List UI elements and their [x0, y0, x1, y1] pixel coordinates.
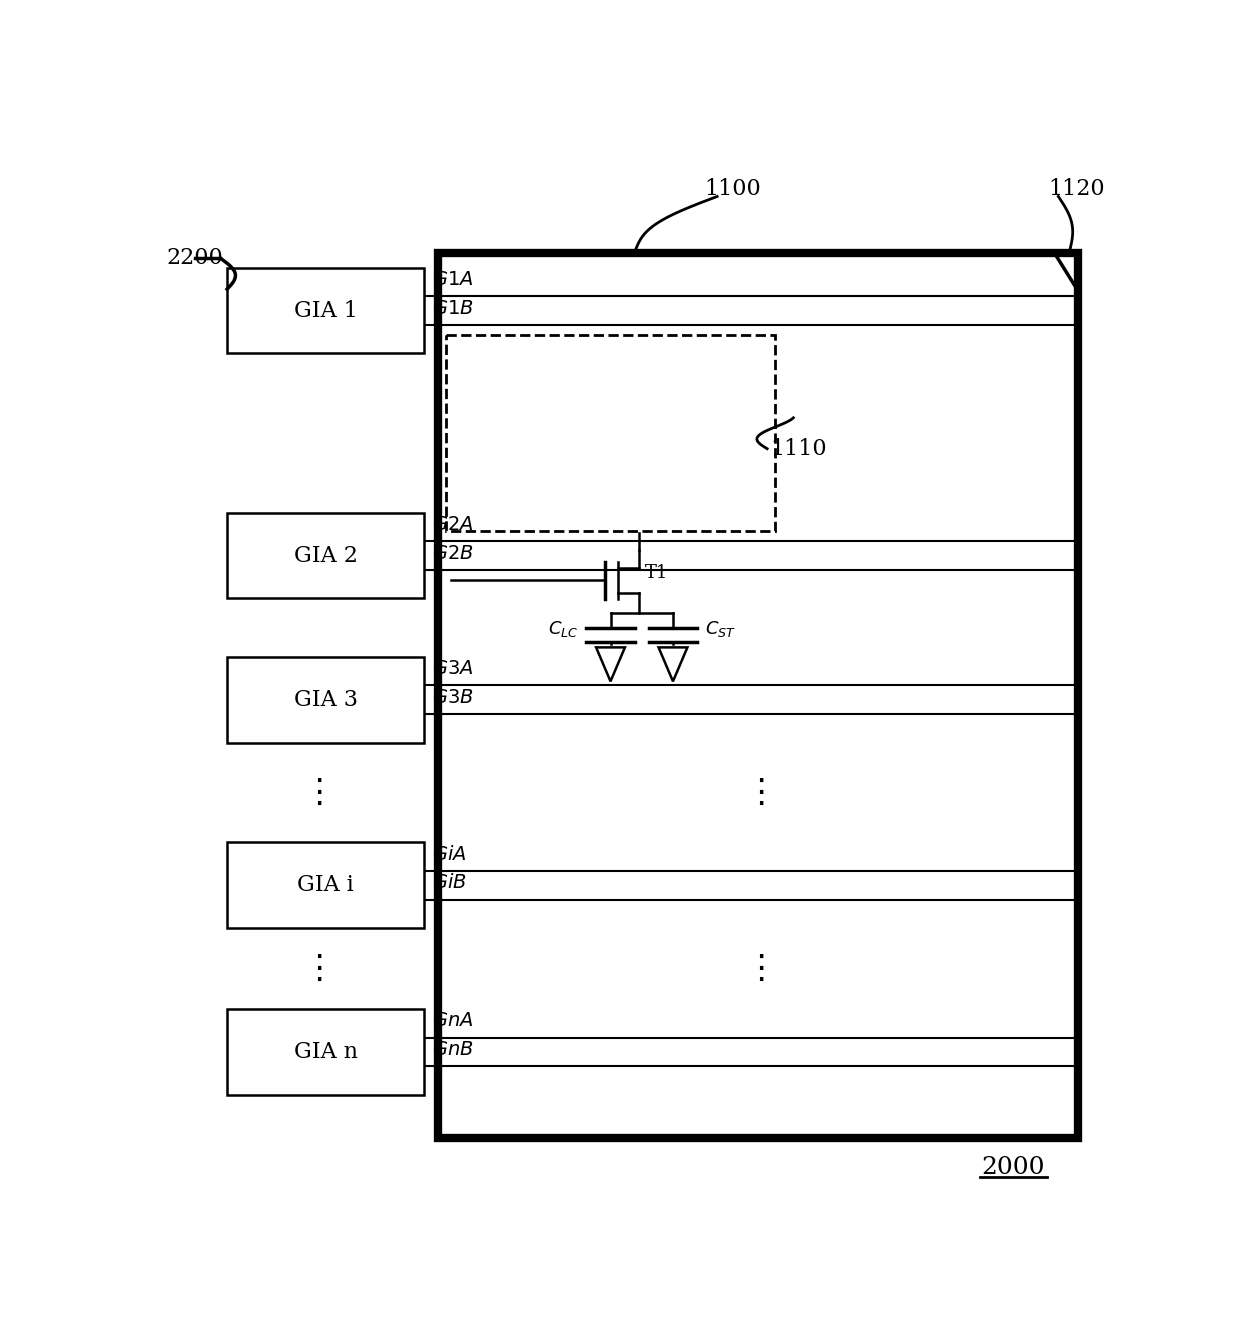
Text: ⋮: ⋮ — [744, 952, 777, 985]
Text: 1110: 1110 — [770, 437, 827, 460]
Text: 2000: 2000 — [981, 1155, 1045, 1179]
Text: $G3A$: $G3A$ — [432, 659, 474, 678]
Bar — [227, 1009, 424, 1095]
Bar — [439, 253, 1078, 1139]
Text: 1100: 1100 — [704, 178, 761, 201]
Text: $G2A$: $G2A$ — [432, 515, 474, 535]
Text: $C_{ST}$: $C_{ST}$ — [704, 619, 735, 639]
Text: $GnB$: $GnB$ — [432, 1040, 474, 1059]
Text: 2200: 2200 — [166, 247, 223, 269]
Text: GIA n: GIA n — [294, 1042, 357, 1063]
Text: $G3B$: $G3B$ — [432, 689, 474, 707]
Text: 1120: 1120 — [1049, 178, 1105, 201]
Text: $GiB$: $GiB$ — [432, 873, 466, 892]
Bar — [227, 842, 424, 928]
Text: GIA i: GIA i — [298, 874, 353, 896]
Text: $G2B$: $G2B$ — [432, 544, 474, 563]
Bar — [227, 513, 424, 599]
Bar — [227, 267, 424, 353]
Text: ⋮: ⋮ — [301, 952, 335, 985]
Text: $G1B$: $G1B$ — [432, 299, 474, 318]
Text: $G1A$: $G1A$ — [432, 270, 474, 289]
Polygon shape — [596, 647, 625, 682]
Text: GIA 1: GIA 1 — [294, 299, 357, 322]
Bar — [446, 336, 775, 531]
Text: GIA 3: GIA 3 — [294, 689, 357, 711]
Text: $C_{LC}$: $C_{LC}$ — [548, 619, 579, 639]
Text: T1: T1 — [645, 564, 668, 582]
Text: $GiA$: $GiA$ — [432, 845, 466, 864]
Text: $GnA$: $GnA$ — [432, 1011, 474, 1031]
Text: ⋮: ⋮ — [301, 775, 335, 809]
Text: GIA 2: GIA 2 — [294, 544, 357, 567]
Polygon shape — [658, 647, 687, 682]
Text: ⋮: ⋮ — [744, 775, 777, 809]
Bar — [227, 658, 424, 742]
